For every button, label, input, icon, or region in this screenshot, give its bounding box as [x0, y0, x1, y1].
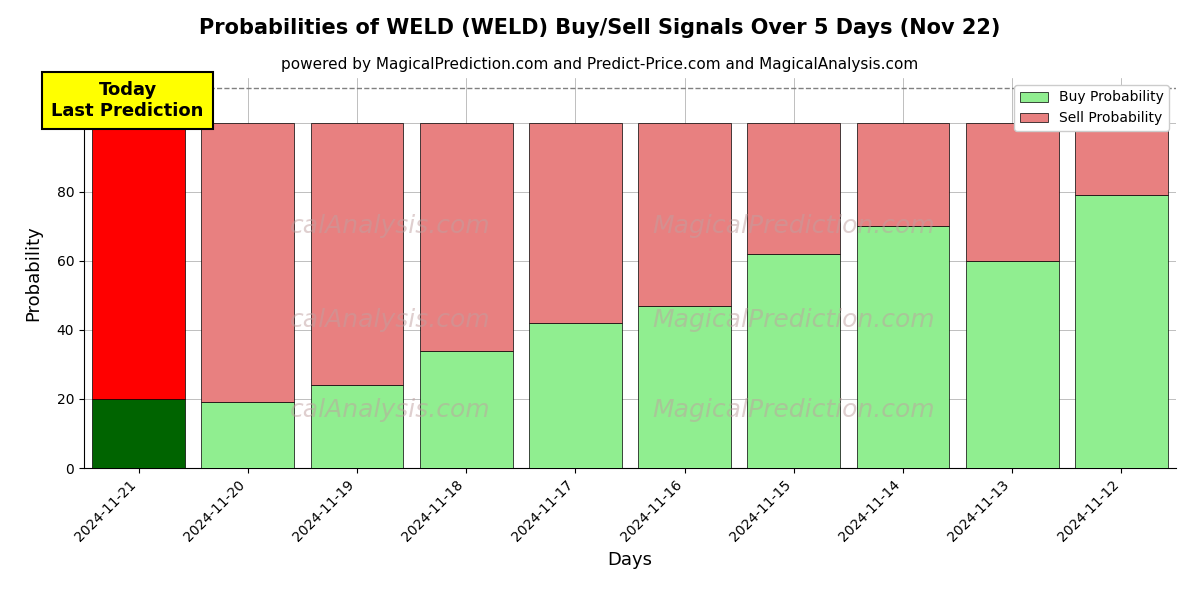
Legend: Buy Probability, Sell Probability: Buy Probability, Sell Probability	[1014, 85, 1169, 131]
Bar	[529, 123, 622, 323]
Bar	[966, 123, 1058, 261]
Bar	[92, 399, 185, 468]
Bar	[311, 123, 403, 385]
Bar	[420, 350, 512, 468]
Bar	[748, 254, 840, 468]
Text: MagicalPrediction.com: MagicalPrediction.com	[653, 398, 935, 421]
Text: calAnalysis.com: calAnalysis.com	[289, 398, 490, 421]
Text: MagicalPrediction.com: MagicalPrediction.com	[653, 214, 935, 238]
Y-axis label: Probability: Probability	[24, 225, 42, 321]
Bar	[857, 123, 949, 226]
Bar	[1075, 196, 1168, 468]
Text: Today
Last Prediction: Today Last Prediction	[52, 81, 204, 120]
X-axis label: Days: Days	[607, 551, 653, 569]
Bar	[857, 226, 949, 468]
Bar	[638, 123, 731, 306]
Text: calAnalysis.com: calAnalysis.com	[289, 214, 490, 238]
Bar	[748, 123, 840, 254]
Bar	[638, 306, 731, 468]
Text: MagicalPrediction.com: MagicalPrediction.com	[653, 308, 935, 332]
Bar	[1075, 123, 1168, 196]
Bar	[420, 123, 512, 350]
Bar	[202, 123, 294, 403]
Text: calAnalysis.com: calAnalysis.com	[289, 308, 490, 332]
Bar	[92, 123, 185, 399]
Bar	[529, 323, 622, 468]
Bar	[311, 385, 403, 468]
Text: Probabilities of WELD (WELD) Buy/Sell Signals Over 5 Days (Nov 22): Probabilities of WELD (WELD) Buy/Sell Si…	[199, 18, 1001, 38]
Bar	[966, 261, 1058, 468]
Bar	[202, 403, 294, 468]
Text: powered by MagicalPrediction.com and Predict-Price.com and MagicalAnalysis.com: powered by MagicalPrediction.com and Pre…	[281, 57, 919, 72]
